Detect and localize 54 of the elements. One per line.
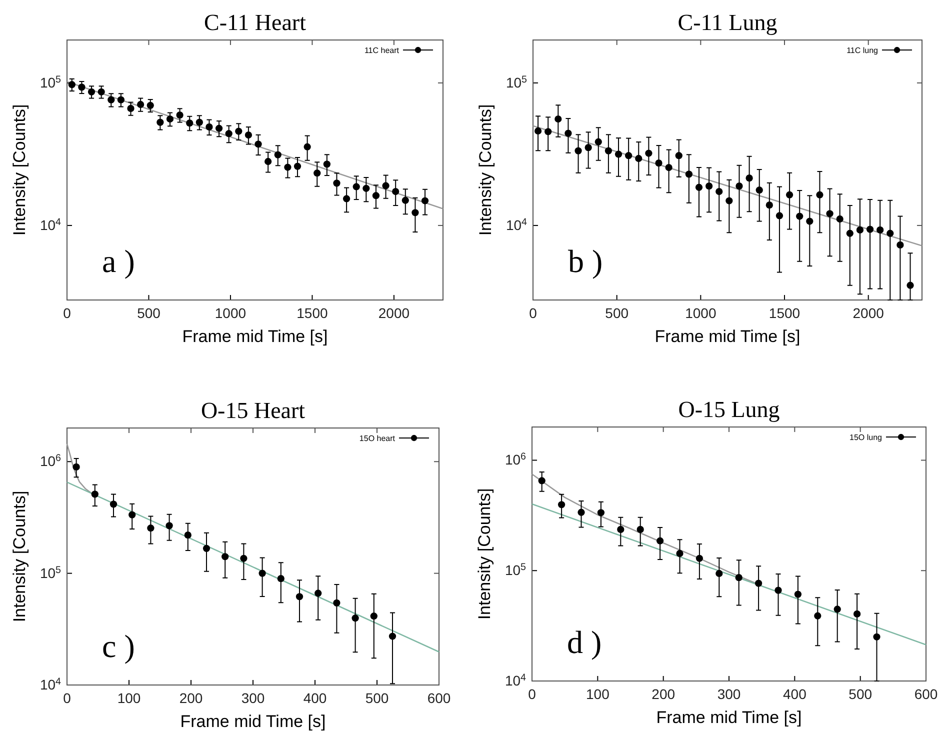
y-tick-label: 10$^{6}$: [40, 452, 62, 470]
x-tick-label: 1500: [768, 304, 800, 321]
y-axis-title: Intensity [Counts]: [476, 104, 495, 236]
x-tick-label: 400: [303, 690, 327, 706]
annotation: a ): [102, 243, 135, 279]
y-axis-title: Intensity [Counts]: [475, 488, 494, 620]
x-tick-label: 500: [365, 690, 389, 706]
chart-title: C-11 Lung: [678, 10, 778, 35]
x-tick-label: 1000: [214, 304, 246, 321]
chart-title: O-15 Heart: [200, 398, 306, 423]
x-tick-label: 500: [848, 686, 872, 702]
x-tick-label: 400: [782, 686, 807, 702]
y-tick-label: 10$^{5}$: [40, 564, 62, 581]
y-tick-label: 10$^{5}$: [40, 74, 62, 90]
y-tick-label: 10$^{5}$: [506, 74, 528, 90]
x-axis-title: Frame mid Time [s]: [182, 327, 328, 346]
x-tick-label: 600: [427, 690, 451, 706]
y-axis-title: Intensity [Counts]: [10, 490, 29, 622]
x-tick-label: 600: [914, 686, 938, 702]
x-axis-title: Frame mid Time [s]: [654, 327, 800, 346]
y-tick-label: 10$^{4}$: [506, 216, 528, 233]
y-tick-label: 10$^{5}$: [504, 562, 527, 578]
annotation: c ): [102, 628, 135, 664]
annotation: b ): [568, 243, 603, 279]
x-tick-label: 300: [717, 686, 741, 702]
y-tick-label: 10$^{4}$: [504, 672, 527, 688]
y-tick-label: 10$^{6}$: [504, 451, 527, 468]
chart-title: O-15 Lung: [678, 397, 780, 422]
legend-label: 15O heart: [359, 434, 396, 443]
y-tick-label: 10$^{4}$: [40, 216, 62, 233]
x-tick-label: 0: [529, 304, 538, 321]
x-tick-label: 100: [586, 686, 610, 702]
y-tick-label: 10$^{4}$: [40, 676, 62, 692]
x-tick-label: 0: [63, 304, 72, 321]
x-tick-label: 1000: [685, 304, 716, 321]
x-axis-title: Frame mid Time [s]: [656, 708, 802, 727]
x-tick-label: 2000: [852, 304, 884, 321]
x-axis-title: Frame mid Time [s]: [180, 712, 326, 731]
y-axis-title: Intensity [Counts]: [10, 104, 29, 236]
x-tick-label: 100: [117, 690, 141, 706]
x-tick-label: 2000: [378, 304, 410, 321]
x-tick-label: 200: [652, 686, 676, 702]
chart-title: C-11 Heart: [204, 10, 307, 35]
x-tick-label: 1500: [296, 304, 328, 321]
x-tick-label: 300: [241, 690, 265, 706]
x-tick-label: 500: [137, 304, 161, 321]
legend-label: 11C lung: [846, 46, 878, 55]
x-tick-label: 500: [605, 304, 629, 321]
legend-label: 11C heart: [364, 46, 400, 55]
x-tick-label: 0: [63, 690, 72, 706]
x-tick-label: 0: [528, 686, 536, 702]
legend-label: 15O lung: [850, 433, 882, 442]
annotation: d ): [567, 624, 602, 660]
x-tick-label: 200: [179, 690, 203, 706]
